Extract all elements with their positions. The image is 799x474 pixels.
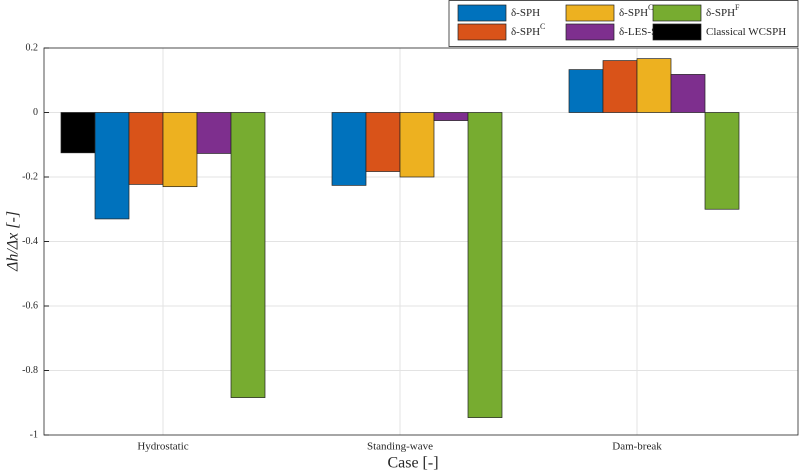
legend-swatch bbox=[457, 23, 507, 41]
y-axis-label: Δh/Δx [-] bbox=[5, 211, 22, 272]
x-tick-label: Dam-break bbox=[612, 441, 662, 453]
y-tick-label: -0.8 bbox=[22, 365, 38, 376]
legend-label-text: δ-SPH bbox=[619, 7, 648, 19]
bar bbox=[60, 112, 96, 154]
legend-label: Classical WCSPH bbox=[706, 26, 786, 38]
legend-label-text: δ-SPH bbox=[511, 26, 540, 38]
bar bbox=[196, 112, 232, 154]
x-tick-label: Hydrostatic bbox=[137, 441, 188, 453]
legend-label-sup: C bbox=[540, 22, 545, 31]
bar bbox=[230, 112, 266, 398]
legend-label: δ-SPHC bbox=[511, 22, 545, 38]
y-tick-label: -0.2 bbox=[22, 171, 38, 182]
bar bbox=[94, 112, 130, 220]
legend-swatch bbox=[652, 4, 702, 22]
y-tick-label: -1 bbox=[30, 429, 38, 440]
y-tick-label: 0.2 bbox=[26, 42, 39, 53]
bar bbox=[670, 74, 706, 113]
bar bbox=[467, 112, 503, 418]
legend-swatch bbox=[565, 23, 615, 41]
legend-swatch bbox=[565, 4, 615, 22]
bar bbox=[365, 112, 401, 172]
bar bbox=[568, 69, 604, 113]
bar bbox=[602, 60, 638, 113]
y-tick-label: -0.6 bbox=[22, 300, 38, 311]
legend-label: δ-SPHF bbox=[706, 3, 740, 19]
bar bbox=[636, 58, 672, 113]
legend-label-text: δ-SPH bbox=[706, 7, 735, 19]
bar bbox=[331, 112, 367, 186]
bar bbox=[433, 112, 469, 121]
legend-label-text: Classical WCSPH bbox=[706, 26, 786, 38]
bar bbox=[704, 112, 740, 210]
legend-box bbox=[448, 0, 799, 47]
bar bbox=[128, 112, 164, 185]
legend-label: δ-SPH bbox=[511, 7, 540, 19]
legend-label-sup: F bbox=[735, 3, 740, 12]
legend-swatch bbox=[457, 4, 507, 22]
bar bbox=[162, 112, 198, 188]
axes-box bbox=[43, 47, 799, 436]
legend-label-text: δ-SPH bbox=[511, 7, 540, 19]
legend-swatch bbox=[652, 23, 702, 41]
y-tick-label: -0.4 bbox=[22, 236, 38, 247]
bar bbox=[399, 112, 435, 178]
y-tick-label: 0 bbox=[33, 107, 38, 118]
x-axis-label: Case [-] bbox=[387, 455, 438, 472]
x-tick-label: Standing-wave bbox=[367, 441, 433, 453]
